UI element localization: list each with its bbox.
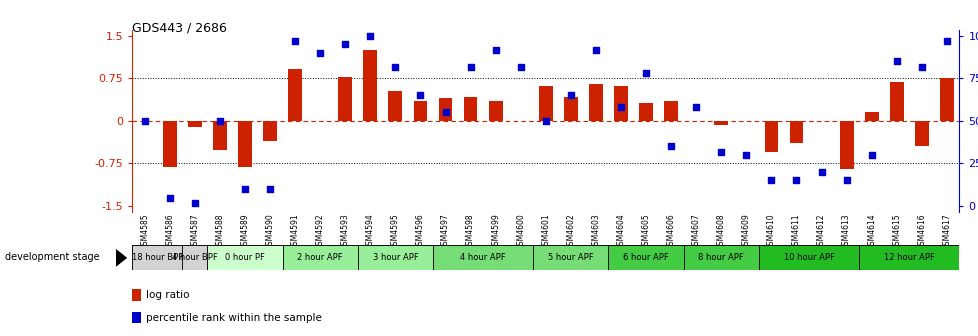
Bar bbox=[464, 97, 477, 121]
Point bbox=[287, 38, 302, 44]
Bar bbox=[859, 245, 958, 270]
Bar bbox=[338, 77, 352, 121]
Text: development stage: development stage bbox=[5, 252, 100, 262]
Bar bbox=[188, 121, 201, 127]
Bar bbox=[238, 121, 251, 167]
Polygon shape bbox=[115, 249, 127, 267]
Text: 3 hour APF: 3 hour APF bbox=[372, 253, 418, 262]
Bar bbox=[263, 121, 277, 141]
Bar bbox=[789, 121, 803, 142]
Bar bbox=[413, 101, 427, 121]
Point bbox=[813, 169, 828, 175]
Point bbox=[938, 38, 954, 44]
Point bbox=[412, 93, 427, 98]
Text: 18 hour BPF: 18 hour BPF bbox=[131, 253, 183, 262]
Text: log ratio: log ratio bbox=[146, 290, 189, 300]
Bar bbox=[182, 245, 207, 270]
Bar bbox=[613, 86, 627, 121]
Bar bbox=[663, 101, 678, 121]
Point bbox=[663, 144, 679, 149]
Bar bbox=[889, 82, 903, 121]
Point bbox=[688, 105, 703, 110]
Point bbox=[562, 93, 578, 98]
Point bbox=[387, 64, 403, 69]
Point bbox=[237, 186, 252, 192]
Bar bbox=[162, 121, 176, 167]
Bar bbox=[639, 103, 652, 121]
Point bbox=[612, 105, 628, 110]
Bar bbox=[488, 101, 502, 121]
Point bbox=[487, 47, 503, 52]
Bar bbox=[533, 245, 608, 270]
Bar bbox=[563, 97, 577, 121]
Bar bbox=[538, 86, 553, 121]
Point bbox=[463, 64, 478, 69]
Point bbox=[713, 149, 729, 154]
Bar bbox=[357, 245, 432, 270]
Bar bbox=[388, 91, 402, 121]
Point bbox=[262, 186, 278, 192]
Point bbox=[337, 42, 353, 47]
Point bbox=[788, 178, 804, 183]
Bar bbox=[132, 245, 182, 270]
Bar bbox=[132, 289, 141, 301]
Point bbox=[137, 118, 153, 124]
Text: 5 hour APF: 5 hour APF bbox=[548, 253, 593, 262]
Bar bbox=[288, 69, 301, 121]
Bar bbox=[764, 121, 778, 152]
Point bbox=[638, 71, 653, 76]
Text: 4 hour APF: 4 hour APF bbox=[460, 253, 506, 262]
Bar bbox=[432, 245, 533, 270]
Bar bbox=[914, 121, 928, 146]
Point bbox=[888, 59, 904, 64]
Point bbox=[512, 64, 528, 69]
Point bbox=[863, 152, 878, 158]
Bar bbox=[363, 50, 377, 121]
Text: 4 hour BPF: 4 hour BPF bbox=[172, 253, 217, 262]
Bar bbox=[207, 245, 283, 270]
Bar bbox=[213, 121, 227, 151]
Bar bbox=[589, 84, 602, 121]
Point bbox=[737, 152, 753, 158]
Bar bbox=[683, 245, 758, 270]
Bar bbox=[608, 245, 683, 270]
Bar bbox=[939, 78, 953, 121]
Bar bbox=[864, 113, 877, 121]
Point bbox=[437, 110, 453, 115]
Text: 8 hour APF: 8 hour APF bbox=[697, 253, 743, 262]
Bar bbox=[758, 245, 859, 270]
Point bbox=[763, 178, 778, 183]
Text: GDS443 / 2686: GDS443 / 2686 bbox=[132, 22, 227, 35]
Bar bbox=[283, 245, 357, 270]
Point bbox=[312, 50, 328, 56]
Point bbox=[212, 118, 228, 124]
Point bbox=[187, 200, 202, 205]
Point bbox=[537, 118, 553, 124]
Point bbox=[838, 178, 854, 183]
Text: 6 hour APF: 6 hour APF bbox=[623, 253, 668, 262]
Text: 0 hour PF: 0 hour PF bbox=[225, 253, 265, 262]
Bar bbox=[714, 121, 728, 126]
Text: 12 hour APF: 12 hour APF bbox=[883, 253, 934, 262]
Point bbox=[161, 195, 177, 200]
Text: percentile rank within the sample: percentile rank within the sample bbox=[146, 313, 322, 323]
Text: 2 hour APF: 2 hour APF bbox=[297, 253, 342, 262]
Point bbox=[588, 47, 603, 52]
Point bbox=[913, 64, 929, 69]
Bar bbox=[438, 98, 452, 121]
Bar bbox=[839, 121, 853, 169]
Point bbox=[362, 33, 378, 39]
Bar bbox=[132, 312, 141, 324]
Text: 10 hour APF: 10 hour APF bbox=[782, 253, 833, 262]
